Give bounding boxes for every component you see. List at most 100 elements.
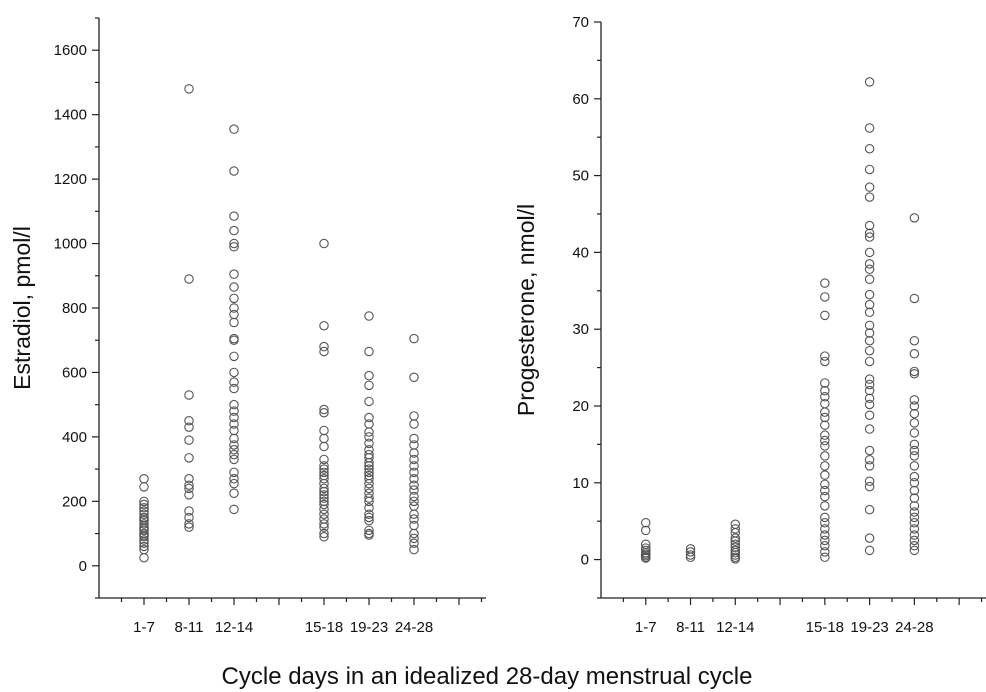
progesterone-data-point <box>864 289 875 300</box>
estradiol-data-point <box>319 346 329 357</box>
estradiol-data-point <box>409 474 419 484</box>
estradiol-data-point <box>319 528 329 539</box>
progesterone-data-point <box>820 512 830 523</box>
estradiol-y-tick-label: 1000 <box>54 236 87 253</box>
progesterone-data-point <box>909 512 920 523</box>
progesterone-data-point <box>864 164 875 175</box>
estradiol-data-point <box>364 512 374 523</box>
estradiol-data-point <box>364 412 374 423</box>
progesterone-data-point <box>909 408 920 419</box>
estradiol-data-point <box>139 538 149 548</box>
estradiol-data-point <box>319 478 329 489</box>
estradiol-data-point <box>229 474 239 484</box>
progesterone-data-point <box>909 395 920 405</box>
progesterone-data-point <box>864 345 875 356</box>
progesterone-data-point <box>641 525 651 536</box>
progesterone-data-point <box>820 435 830 446</box>
progesterone-y-tick-label: 10 <box>572 475 589 492</box>
estradiol-data-point <box>409 528 419 539</box>
progesterone-data-point <box>730 547 741 558</box>
estradiol-data-point <box>184 474 194 484</box>
progesterone-data-point <box>909 451 920 461</box>
estradiol-x-tick-label: 12-14 <box>215 619 253 636</box>
progesterone-data-point <box>820 547 830 557</box>
estradiol-data-point <box>229 367 239 378</box>
estradiol-data-point <box>229 419 239 429</box>
estradiol-y-tick-label: 800 <box>62 300 87 317</box>
estradiol-data-point <box>139 525 149 536</box>
estradiol-data-point <box>229 433 239 444</box>
progesterone-chart: 0 10 20 30 40 50 60 70 1-7 8-11 12-14 15-18 19-23 24-… <box>513 14 986 636</box>
estradiol-data-point <box>409 333 419 344</box>
estradiol-data-point <box>319 499 329 510</box>
estradiol-data-point <box>364 488 374 499</box>
progesterone-data-point <box>909 445 920 456</box>
progesterone-data-point <box>820 310 830 321</box>
progesterone-data-point <box>641 553 651 563</box>
estradiol-data-point <box>319 461 329 471</box>
progesterone-data-point <box>641 543 651 553</box>
estradiol-data-point <box>364 380 374 391</box>
progesterone-data-point <box>820 491 830 502</box>
progesterone-data-point <box>909 478 920 488</box>
progesterone-data-point <box>820 552 830 563</box>
estradiol-data-point <box>184 480 194 490</box>
estradiol-y-tick-label: 1400 <box>54 107 87 124</box>
progesterone-data-point <box>820 351 830 361</box>
progesterone-data-point <box>909 471 920 482</box>
progesterone-data-point <box>864 299 875 310</box>
progesterone-data-point <box>820 524 830 534</box>
estradiol-data-point <box>364 396 374 407</box>
progesterone-data-point <box>864 379 875 390</box>
estradiol-data-point <box>319 522 329 532</box>
progesterone-data-point <box>864 410 875 420</box>
estradiol-data-point <box>139 519 149 529</box>
estradiol-data-point <box>139 552 149 563</box>
progesterone-data-point <box>864 335 875 346</box>
estradiol-data-point <box>229 412 239 423</box>
progesterone-data-point <box>641 517 651 528</box>
estradiol-data-point <box>364 467 374 478</box>
progesterone-data-point <box>909 335 920 346</box>
progesterone-data-point <box>909 366 920 377</box>
estradiol-data-point <box>229 478 239 489</box>
progesterone-data-point <box>820 278 830 288</box>
estradiol-data-point <box>409 491 419 502</box>
progesterone-data-point <box>909 501 920 511</box>
estradiol-data-point <box>229 377 239 387</box>
progesterone-data-point <box>820 479 830 490</box>
progesterone-data-point <box>909 535 920 546</box>
estradiol-data-point <box>364 370 374 381</box>
progesterone-data-point <box>909 428 920 438</box>
progesterone-data-point <box>820 517 830 528</box>
estradiol-data-point <box>229 351 239 362</box>
estradiol-y-tick-label: 400 <box>62 429 87 446</box>
estradiol-data-point <box>319 238 329 249</box>
estradiol-data-point <box>229 309 239 320</box>
progesterone-x-tick-label: 1-7 <box>635 619 657 636</box>
progesterone-data-point <box>909 293 920 304</box>
progesterone-data-point <box>730 554 741 564</box>
estradiol-y-tick-label: 0 <box>79 558 87 575</box>
estradiol-data-point <box>184 390 194 400</box>
progesterone-x-tick-label: 19-23 <box>850 619 888 636</box>
estradiol-data-point <box>319 467 329 478</box>
progesterone-data-point <box>864 123 875 133</box>
progesterone-data-point <box>864 143 875 154</box>
progesterone-data-point <box>864 259 875 269</box>
progesterone-data-point <box>730 542 741 553</box>
progesterone-data-point <box>820 420 830 430</box>
estradiol-data-point <box>409 440 419 450</box>
estradiol-data-point <box>409 419 419 429</box>
estradiol-data-point <box>409 544 419 555</box>
estradiol-data-point <box>364 503 374 513</box>
estradiol-data-point <box>409 496 419 507</box>
estradiol-data-point <box>364 427 374 437</box>
progesterone-data-point <box>864 247 875 258</box>
estradiol-data-point <box>364 432 374 442</box>
estradiol-data-point <box>319 320 329 331</box>
estradiol-data-point <box>364 483 374 494</box>
progesterone-data-point <box>909 439 920 450</box>
estradiol-data-point <box>139 541 149 552</box>
